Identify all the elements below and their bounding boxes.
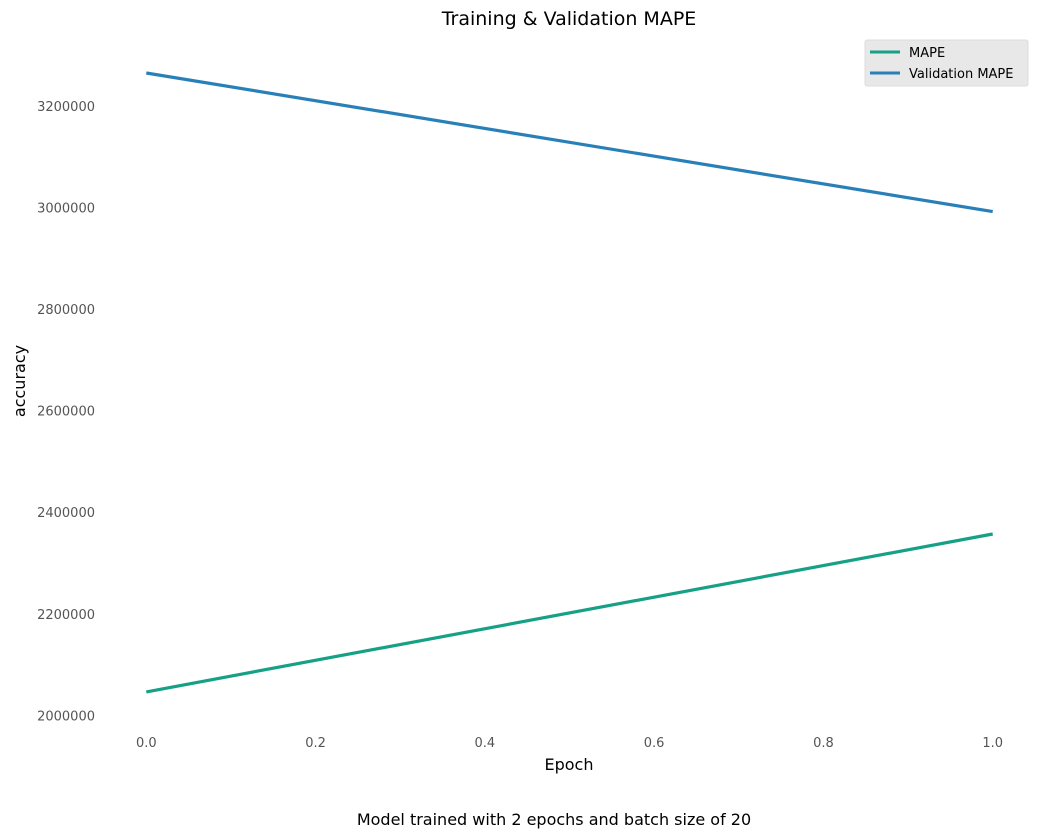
x-tick-label: 0.4 [475, 736, 496, 751]
figure-caption: Model trained with 2 epochs and batch si… [357, 810, 751, 829]
series-line-mape [146, 532, 993, 694]
x-tick-label: 0.2 [305, 736, 326, 751]
x-tick-label: 0.6 [644, 736, 665, 751]
y-tick-label: 3000000 [37, 202, 95, 217]
y-tick-label: 2400000 [37, 506, 95, 521]
y-tick-label: 2800000 [37, 303, 95, 318]
y-axis-label: accuracy [10, 345, 29, 417]
series-lines [146, 71, 993, 694]
x-tick-label: 0.8 [813, 736, 834, 751]
y-tick-label: 3200000 [37, 100, 95, 115]
y-axis-ticks: 2000000 2200000 2400000 2600000 2800000 30000… [37, 100, 95, 724]
y-tick-label: 2200000 [37, 608, 95, 623]
y-tick-label: 2000000 [37, 709, 95, 724]
x-axis-label: Epoch [545, 755, 594, 774]
chart-title: Training & Validation MAPE [441, 8, 697, 30]
y-tick-label: 2600000 [37, 405, 95, 420]
x-axis-ticks: 0.0 0.2 0.4 0.6 0.8 1.0 [136, 736, 1003, 751]
legend-label-validation-mape: Validation MAPE [909, 67, 1014, 82]
legend: MAPE Validation MAPE [864, 39, 1029, 87]
x-tick-label: 0.0 [136, 736, 157, 751]
legend-box [864, 39, 1029, 87]
legend-label-mape: MAPE [909, 46, 945, 61]
series-line-validation-mape [146, 71, 993, 214]
x-tick-label: 1.0 [982, 736, 1003, 751]
